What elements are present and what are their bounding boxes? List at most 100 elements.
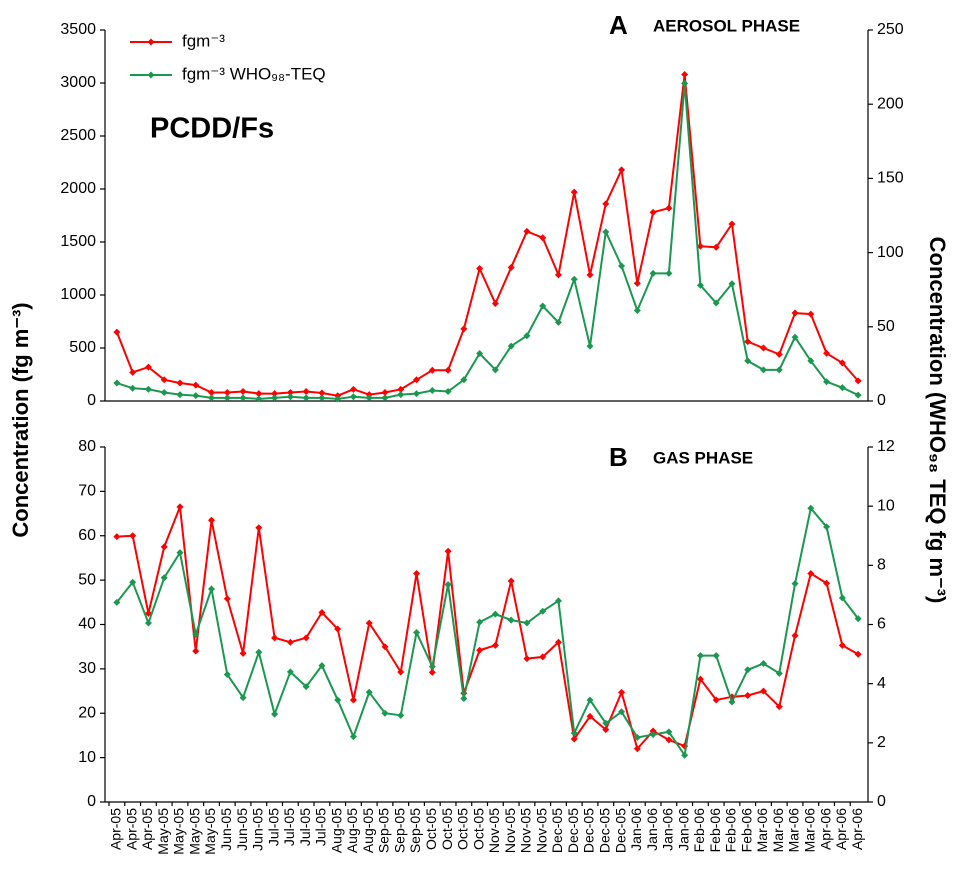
x-tick-label: Sep-05 <box>407 808 423 853</box>
point <box>696 242 704 250</box>
x-tick-label: Nov-05 <box>486 808 502 853</box>
point <box>397 711 405 719</box>
point <box>397 391 405 399</box>
point <box>349 393 357 401</box>
y-tick-label: 30 <box>78 660 96 677</box>
point <box>523 227 531 235</box>
x-tick-label: Sep-05 <box>391 808 407 853</box>
point <box>176 379 184 387</box>
y2-tick-label: 12 <box>877 438 895 455</box>
x-tick-label: Jan-06 <box>628 808 644 851</box>
point <box>302 634 310 642</box>
point <box>618 688 626 696</box>
series-line <box>116 506 859 751</box>
point <box>192 630 200 638</box>
point <box>665 269 673 277</box>
x-tick-label: Jul-05 <box>265 808 281 846</box>
x-tick-label: Jul-05 <box>313 808 329 846</box>
point <box>633 745 641 753</box>
point <box>775 366 783 374</box>
point <box>129 384 137 392</box>
y2-tick-label: 0 <box>877 793 886 810</box>
x-tick-label: Jan-06 <box>660 808 676 851</box>
x-tick-label: Nov-05 <box>502 808 518 853</box>
point <box>318 389 326 397</box>
point <box>208 585 216 593</box>
point <box>759 344 767 352</box>
point <box>160 574 168 582</box>
point <box>633 279 641 287</box>
y-tick-label: 2000 <box>60 180 96 197</box>
y-tick-label: 80 <box>78 438 96 455</box>
legend-label: fgm⁻³ WHO₉₈-TEQ <box>182 64 326 83</box>
point <box>413 390 421 398</box>
x-tick-label: Jan-06 <box>675 808 691 851</box>
point <box>586 271 594 279</box>
point <box>681 79 689 87</box>
point <box>602 200 610 208</box>
point <box>570 735 578 743</box>
point <box>744 666 752 674</box>
x-tick-label: Jul-05 <box>297 808 313 846</box>
x-tick-label: Aug-05 <box>360 808 376 853</box>
point <box>823 579 831 587</box>
point <box>838 359 846 367</box>
y-tick-label: 0 <box>87 793 96 810</box>
point <box>286 668 294 676</box>
y-tick-label: 3500 <box>60 21 96 38</box>
y2-tick-label: 150 <box>877 170 904 187</box>
x-tick-label: Mar-06 <box>786 808 802 853</box>
point <box>491 366 499 374</box>
y-tick-label: 1000 <box>60 286 96 303</box>
point <box>823 378 831 386</box>
legend-label: fgm⁻³ <box>182 31 225 50</box>
point <box>349 733 357 741</box>
point <box>160 543 168 551</box>
point <box>334 696 342 704</box>
y-tick-label: 40 <box>78 616 96 633</box>
point <box>838 594 846 602</box>
x-tick-label: Oct-05 <box>470 808 486 850</box>
point <box>144 385 152 393</box>
y-tick-label: 500 <box>69 339 96 356</box>
panel-title: AEROSOL PHASE <box>653 16 800 35</box>
y2-axis-label: Concentration (WHO₉₈ TEQ fg m⁻³) <box>925 237 950 604</box>
y-tick-label: 20 <box>78 704 96 721</box>
y-tick-label: 0 <box>87 392 96 409</box>
legend-marker <box>147 38 155 46</box>
x-tick-label: Jan-06 <box>644 808 660 851</box>
point <box>523 619 531 627</box>
point <box>318 394 326 402</box>
point <box>476 618 484 626</box>
x-tick-label: Apr-06 <box>849 808 865 850</box>
y-tick-label: 3000 <box>60 74 96 91</box>
point <box>381 643 389 651</box>
point <box>854 615 862 623</box>
point <box>176 503 184 511</box>
legend-marker <box>147 71 155 79</box>
point <box>318 609 326 617</box>
y-tick-label: 70 <box>78 483 96 500</box>
point <box>633 734 641 742</box>
point <box>539 607 547 615</box>
point <box>854 377 862 385</box>
point <box>507 342 515 350</box>
point <box>444 366 452 374</box>
x-tick-label: Feb-06 <box>691 808 707 853</box>
point <box>476 646 484 654</box>
point <box>618 708 626 716</box>
point <box>129 368 137 376</box>
point <box>791 632 799 640</box>
point <box>428 366 436 374</box>
point <box>665 736 673 744</box>
point <box>444 581 452 589</box>
x-tick-label: Apr-05 <box>123 808 139 850</box>
point <box>444 388 452 396</box>
point <box>523 655 531 663</box>
point <box>554 318 562 326</box>
point <box>665 728 673 736</box>
point <box>554 638 562 646</box>
point <box>807 310 815 318</box>
point <box>570 729 578 737</box>
